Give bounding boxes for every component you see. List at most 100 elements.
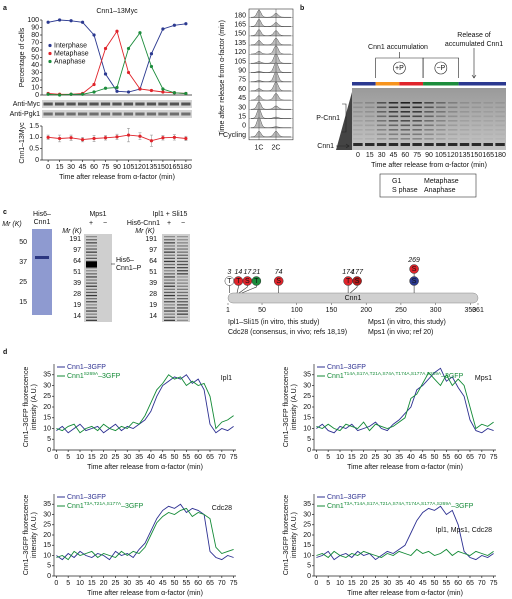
- x-tick-label: 55: [442, 454, 450, 461]
- marker-label: 19: [149, 302, 157, 309]
- facs-histogram: [250, 9, 292, 18]
- gel-band: [495, 124, 505, 127]
- gel-band: [353, 133, 363, 136]
- point: [138, 87, 142, 91]
- x-tick-label: 150: [157, 164, 169, 171]
- facs-time-label: 30: [238, 104, 246, 111]
- marker-label: 64: [149, 258, 157, 265]
- x-tick-label: 50: [171, 454, 179, 461]
- y-tick-label: 25: [303, 393, 311, 400]
- annotation: Ipl1, Mps1, Cdc28: [436, 527, 493, 534]
- gel-band: [459, 115, 470, 118]
- gel-band: [164, 236, 175, 238]
- protein-name: Cnn1: [345, 295, 362, 302]
- gel-band: [400, 129, 411, 131]
- gel-band: [459, 133, 470, 136]
- site-residue: S: [276, 278, 281, 285]
- y-tick-label: 20: [43, 404, 51, 411]
- point: [138, 134, 142, 138]
- gel-band: [495, 102, 505, 104]
- protein-tick-label: 1: [226, 307, 230, 314]
- point: [69, 136, 73, 140]
- marker-label: 51: [149, 269, 157, 276]
- x-tick-label: 45: [79, 164, 87, 171]
- gel-band: [388, 120, 399, 122]
- x-tick-label: 70: [478, 580, 486, 587]
- y-tick-label: 5: [47, 563, 51, 570]
- gel-header: Mps1: [89, 211, 106, 218]
- point: [161, 27, 165, 31]
- gel-band: [400, 133, 411, 136]
- legend-label: Cnn1S269A–3GFP: [67, 371, 121, 380]
- x-tick-label: 45: [159, 454, 167, 461]
- x-tick-label: 75: [490, 454, 498, 461]
- gel-band: [365, 129, 375, 131]
- gel-band: [86, 251, 97, 253]
- gel-band: [459, 138, 470, 140]
- gel-band: [376, 143, 387, 146]
- blot-band: [89, 112, 99, 116]
- legend-label: Interphase: [54, 42, 87, 49]
- legend-label: Cnn1–3GFP: [67, 494, 106, 501]
- marker-label: 191: [145, 236, 157, 243]
- y-axis-label: Cnn1–3GFP fluorescence: [283, 495, 290, 576]
- gel-band: [376, 120, 387, 122]
- gel-band: [177, 260, 188, 263]
- legend-label: Cnn1T3A,T14A,S17A,T21A,S74A,T174A,S177A,…: [327, 501, 474, 510]
- point: [138, 31, 142, 35]
- y-tick-label: 35: [303, 372, 311, 379]
- y-tick-label: 30: [43, 511, 51, 518]
- gel-band: [376, 138, 387, 140]
- gel-header: His6–: [33, 211, 51, 218]
- gel-band: [459, 120, 470, 122]
- gel-band: [164, 270, 175, 272]
- gel-band: [177, 236, 188, 238]
- point: [103, 136, 108, 140]
- gel-band: [177, 307, 188, 309]
- legend-label-part: S269A: [84, 371, 99, 377]
- gel-band: [412, 115, 422, 118]
- gel-band: [164, 288, 175, 290]
- site-residue: T: [227, 278, 232, 285]
- x-tick-label: 30: [383, 580, 391, 587]
- band-label: P-Cnn1: [316, 115, 340, 122]
- p-circle: [434, 61, 448, 75]
- legend-label: S phase: [392, 187, 418, 194]
- arrow: [336, 143, 350, 149]
- legend-label-part: Cnn1–3GFP: [67, 364, 106, 371]
- gel-band: [177, 276, 188, 278]
- facs-histogram: [250, 29, 292, 37]
- series-line: [316, 505, 494, 561]
- gel-band: [365, 106, 375, 109]
- gel-band: [436, 102, 446, 104]
- legend-label-part: –3GFP: [121, 503, 144, 510]
- panel-letter: a: [3, 5, 7, 12]
- legend-label: Cnn1–3GFP: [67, 364, 106, 371]
- x-tick-label: 65: [206, 454, 214, 461]
- x-tick-label: 20: [100, 580, 108, 587]
- gel-band: [164, 248, 175, 250]
- gel-band: [164, 285, 175, 287]
- site-position: 174: [342, 269, 354, 276]
- y-axis-label: intensity (A.U.): [31, 512, 38, 558]
- facs-histogram: [250, 62, 292, 73]
- gel-band: [86, 273, 97, 275]
- gel-band: [164, 291, 175, 294]
- gel-band: [436, 120, 446, 122]
- x-tick-label: 40: [407, 580, 415, 587]
- gel-band: [412, 129, 422, 131]
- point: [80, 92, 85, 96]
- gel-band: [495, 115, 505, 118]
- protein-tick-label: 150: [326, 307, 338, 314]
- annotation: Cnn1 accumulation: [368, 44, 428, 51]
- gel-band: [365, 138, 375, 140]
- gel-band: [177, 242, 188, 244]
- gel-band: [365, 124, 375, 127]
- lane-label: 105: [435, 152, 447, 159]
- gel-band: [388, 138, 399, 140]
- gel-band: [459, 106, 470, 109]
- y-tick-label: 20: [43, 532, 51, 539]
- marker-label: 39: [149, 280, 157, 287]
- facs-peak-label: 2C: [272, 145, 281, 152]
- gel-band: [164, 273, 175, 275]
